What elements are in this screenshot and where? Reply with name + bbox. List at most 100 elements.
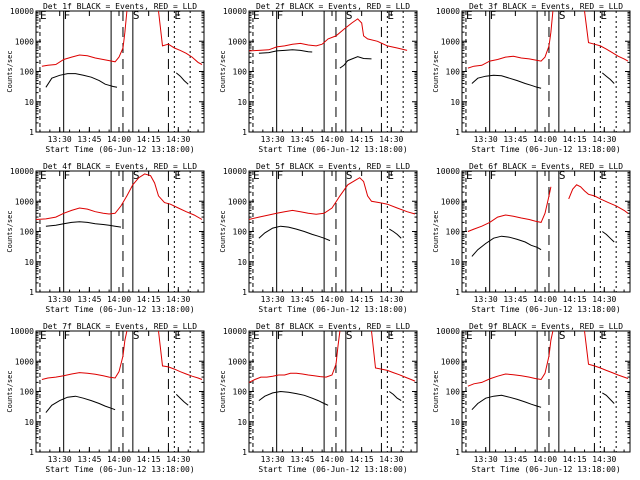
x-tick-label: 14:15	[563, 135, 587, 144]
events-series-line	[471, 74, 542, 89]
x-axis-label: Start Time (06-Jun-12 13:18:00)	[258, 465, 407, 474]
lld-series-line	[35, 173, 203, 220]
y-tick-label: 1000	[228, 357, 247, 366]
events-series-line	[602, 231, 615, 243]
events-series-line	[258, 49, 313, 54]
y-tick-label: 10000	[223, 7, 247, 16]
x-axis-label: Start Time (06-Jun-12 13:18:00)	[45, 145, 194, 154]
x-tick-label: 13:45	[77, 135, 101, 144]
x-tick-label: 13:45	[290, 455, 314, 464]
x-tick-label: 13:30	[261, 135, 285, 144]
y-tick-label: 1	[29, 128, 34, 137]
marker-label: S	[133, 169, 140, 182]
x-tick-label: 13:45	[503, 455, 527, 464]
x-tick-label: 13:45	[503, 295, 527, 304]
x-tick-label: 13:30	[48, 135, 72, 144]
marker-label: S	[133, 9, 140, 22]
marker-label: F	[490, 169, 497, 182]
marker-label: S	[559, 169, 566, 182]
y-tick-label: 1	[455, 448, 460, 457]
panel-5: Det 5f BLACK = Events, RED = LLD 1 10 100 10…	[219, 162, 418, 314]
x-tick-label: 14:30	[592, 135, 616, 144]
x-tick-label: 14:00	[320, 455, 344, 464]
x-tick-label: 14:00	[533, 135, 557, 144]
marker-label: E	[174, 9, 181, 22]
panel-title: Det 5f BLACK = Events, RED = LLD	[256, 162, 410, 171]
x-tick-label: 14:00	[533, 295, 557, 304]
y-tick-label: 10	[237, 418, 247, 427]
y-tick-label: 10000	[436, 167, 460, 176]
y-tick-label: 1000	[15, 357, 34, 366]
x-tick-label: 14:15	[137, 295, 161, 304]
marker-label: E	[466, 169, 473, 182]
marker-label: E	[600, 169, 607, 182]
plot-frame	[461, 330, 631, 453]
panel-1: Det 1f BLACK = Events, RED = LLD 1 10 100 10…	[6, 2, 205, 154]
panel-9: Det 9f BLACK = Events, RED = LLD 1 10 100 10…	[432, 322, 631, 474]
lld-series-line	[584, 10, 629, 62]
x-axis-label: Start Time (06-Jun-12 13:18:00)	[471, 465, 620, 474]
x-tick-label: 14:30	[379, 135, 403, 144]
y-tick-label: 10000	[223, 327, 247, 336]
y-tick-label: 10	[237, 258, 247, 267]
x-tick-label: 14:30	[379, 455, 403, 464]
panel-title: Det 8f BLACK = Events, RED = LLD	[256, 322, 410, 331]
lld-series-line	[248, 177, 416, 220]
lld-series-line	[41, 330, 128, 380]
plot-frame	[248, 10, 418, 133]
events-series-line	[602, 392, 615, 404]
panel-3: Det 3f BLACK = Events, RED = LLD 1 10 100 10…	[432, 2, 631, 154]
lld-series-line	[41, 10, 128, 67]
lld-series-line	[371, 330, 416, 382]
x-tick-label: 14:30	[592, 455, 616, 464]
y-tick-label: 1	[29, 448, 34, 457]
x-tick-label: 13:45	[503, 135, 527, 144]
y-tick-label: 10	[450, 258, 460, 267]
x-tick-label: 14:00	[320, 135, 344, 144]
y-tick-label: 100	[446, 228, 461, 237]
marker-label: F	[277, 329, 284, 342]
panel-title: Det 1f BLACK = Events, RED = LLD	[43, 2, 197, 11]
y-tick-label: 1	[455, 128, 460, 137]
x-tick-label: 14:00	[107, 295, 131, 304]
events-series-line	[45, 395, 116, 413]
plot-frame	[461, 10, 631, 133]
x-tick-label: 14:00	[533, 455, 557, 464]
y-tick-label: 1	[29, 288, 34, 297]
events-series-line	[175, 394, 189, 406]
x-axis-label: Start Time (06-Jun-12 13:18:00)	[45, 305, 194, 314]
plot-frame	[248, 330, 418, 453]
y-tick-label: 10000	[436, 327, 460, 336]
x-tick-label: 14:15	[350, 135, 374, 144]
y-tick-label: 100	[233, 228, 248, 237]
events-series-line	[45, 221, 122, 228]
marker-label: E	[466, 329, 473, 342]
y-tick-label: 100	[446, 388, 461, 397]
y-tick-label: 10	[450, 418, 460, 427]
marker-label: F	[64, 169, 71, 182]
y-tick-label: 10	[450, 98, 460, 107]
y-tick-label: 10000	[436, 7, 460, 16]
y-axis-label: Counts/sec	[432, 370, 440, 412]
x-tick-label: 13:45	[77, 295, 101, 304]
y-tick-label: 1000	[228, 197, 247, 206]
y-tick-label: 10	[24, 418, 34, 427]
x-tick-label: 13:45	[77, 455, 101, 464]
x-tick-label: 13:30	[48, 455, 72, 464]
y-axis-label: Counts/sec	[219, 210, 227, 252]
x-tick-label: 14:15	[137, 135, 161, 144]
lld-series-line	[248, 330, 341, 383]
y-tick-label: 10	[237, 98, 247, 107]
y-tick-label: 100	[233, 388, 248, 397]
marker-label: F	[64, 9, 71, 22]
x-tick-label: 13:30	[261, 455, 285, 464]
y-axis-label: Counts/sec	[432, 210, 440, 252]
panel-title: Det 6f BLACK = Events, RED = LLD	[469, 162, 623, 171]
x-tick-label: 13:30	[261, 295, 285, 304]
panel-2: Det 2f BLACK = Events, RED = LLD 1 10 100 10…	[219, 2, 418, 154]
marker-label: F	[490, 329, 497, 342]
events-series-line	[175, 72, 189, 85]
x-tick-label: 14:15	[563, 455, 587, 464]
panel-title: Det 7f BLACK = Events, RED = LLD	[43, 322, 197, 331]
marker-label: S	[559, 9, 566, 22]
